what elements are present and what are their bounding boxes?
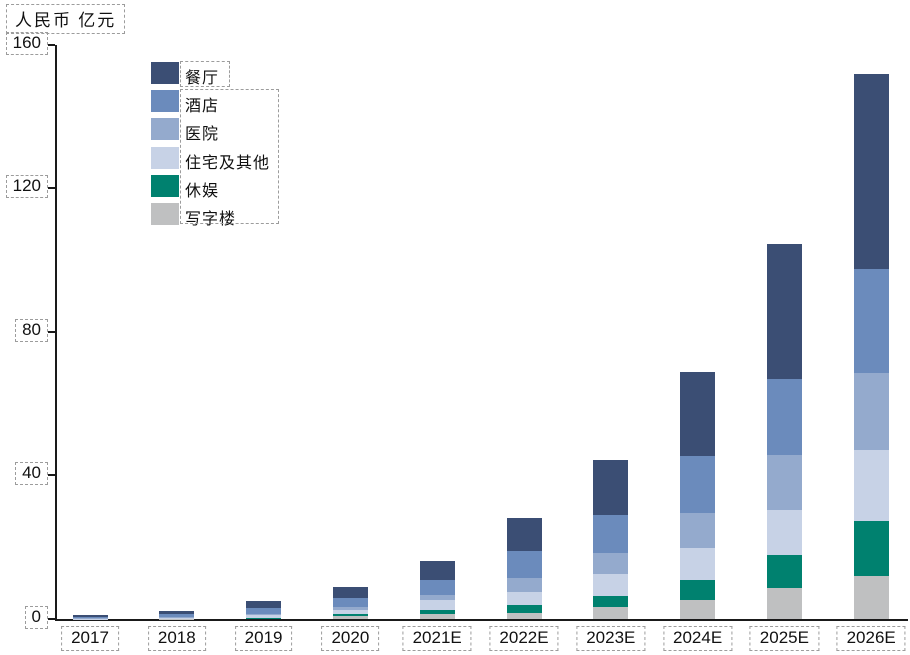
x-tick-label-2022E: 2022E [489, 626, 559, 651]
bar-segment-住宅及其他-2020 [332, 610, 368, 614]
legend-annotation-box-rest [180, 89, 279, 224]
y-axis-line [55, 45, 57, 621]
legend-label-酒店: 酒店 [185, 98, 220, 116]
bar-segment-酒店-2023E [593, 515, 629, 554]
bar-segment-住宅及其他-2024E [680, 548, 716, 581]
bar-segment-休娱-2021E [419, 610, 455, 614]
bar-segment-写字楼-2022E [506, 612, 542, 619]
bar-segment-医院-2026E [853, 373, 889, 450]
bar-segment-休娱-2019 [246, 617, 282, 619]
bar-segment-酒店-2024E [680, 456, 716, 514]
bar-segment-酒店-2022E [506, 551, 542, 579]
bar-segment-餐厅-2021E [419, 561, 455, 581]
x-tick-label-2023E: 2023E [576, 626, 646, 651]
bar-segment-休娱-2026E [853, 521, 889, 577]
y-tick-mark [48, 330, 55, 333]
bar-segment-酒店-2026E [853, 268, 889, 374]
bar-segment-餐厅-2017 [72, 615, 108, 618]
bar-segment-医院-2019 [246, 613, 282, 616]
bar-segment-写字楼-2020 [332, 616, 368, 619]
legend-swatch-休娱 [151, 174, 179, 197]
legend-label-休娱: 休娱 [185, 182, 220, 200]
bar-segment-酒店-2020 [332, 598, 368, 608]
bar-segment-住宅及其他-2018 [159, 617, 195, 619]
bar-segment-餐厅-2018 [159, 611, 195, 614]
x-tick-label-2019: 2019 [234, 626, 293, 651]
bar-segment-医院-2022E [506, 578, 542, 593]
y-tick-mark [48, 474, 55, 477]
bar-segment-休娱-2022E [506, 604, 542, 613]
bar-segment-医院-2020 [332, 607, 368, 610]
bar-segment-酒店-2025E [766, 378, 802, 456]
bar-segment-医院-2021E [419, 594, 455, 600]
bar-segment-住宅及其他-2026E [853, 449, 889, 522]
x-tick-label-2021E: 2021E [402, 626, 472, 651]
bar-segment-餐厅-2022E [506, 518, 542, 552]
bar-segment-酒店-2017 [72, 617, 108, 619]
bar-segment-酒店-2021E [419, 580, 455, 595]
bar-segment-餐厅-2019 [246, 601, 282, 608]
legend-swatch-医院 [151, 118, 179, 141]
bar-segment-休娱-2024E [680, 580, 716, 600]
legend-label-餐厅: 餐厅 [185, 70, 220, 87]
legend-swatch-餐厅 [151, 62, 179, 84]
bar-segment-医院-2023E [593, 553, 629, 575]
bar-segment-餐厅-2026E [853, 74, 889, 269]
y-tick-mark [48, 618, 55, 620]
x-tick-label-2026E: 2026E [836, 626, 906, 651]
bar-segment-医院-2024E [680, 513, 716, 549]
x-tick-label-2017: 2017 [61, 626, 119, 651]
legend-label-住宅及其他: 住宅及其他 [185, 154, 271, 172]
bar-segment-住宅及其他-2023E [593, 574, 629, 597]
legend-annotation-box-first [180, 61, 230, 87]
bar-segment-住宅及其他-2019 [246, 615, 282, 618]
bar-segment-住宅及其他-2021E [419, 599, 455, 611]
y-tick-label: 80 [15, 318, 48, 342]
y-tick-mark [48, 187, 55, 190]
y-tick-label: 160 [5, 31, 48, 55]
x-axis-line [55, 619, 908, 621]
bar-segment-住宅及其他-2022E [506, 592, 542, 605]
bar-segment-餐厅-2020 [332, 587, 368, 599]
bar-segment-写字楼-2024E [680, 599, 716, 619]
legend-swatch-酒店 [151, 90, 179, 113]
bar-segment-餐厅-2025E [766, 244, 802, 379]
bar-segment-休娱-2025E [766, 555, 802, 589]
bar-segment-休娱-2020 [332, 613, 368, 617]
bar-segment-写字楼-2025E [766, 588, 802, 619]
y-tick-mark [48, 43, 55, 46]
x-tick-label-2024E: 2024E [663, 626, 733, 651]
x-tick-label-2020: 2020 [321, 626, 380, 651]
bar-segment-餐厅-2024E [680, 371, 716, 457]
bar-segment-餐厅-2023E [593, 460, 629, 516]
bar-segment-酒店-2019 [246, 607, 282, 614]
bar-segment-写字楼-2023E [593, 607, 629, 619]
y-tick-label: 120 [5, 175, 48, 199]
bar-segment-写字楼-2021E [419, 613, 455, 619]
y-tick-label: 0 [24, 606, 48, 629]
legend-swatch-住宅及其他 [151, 146, 179, 169]
bar-segment-写字楼-2019 [246, 618, 282, 619]
bar-segment-酒店-2018 [159, 613, 195, 617]
x-tick-label-2025E: 2025E [749, 626, 819, 651]
legend-label-医院: 医院 [185, 126, 220, 144]
bar-segment-写字楼-2026E [853, 576, 889, 619]
y-axis-title: 人民币 亿元 [6, 4, 126, 34]
x-tick-label-2018: 2018 [147, 626, 206, 651]
bar-segment-医院-2025E [766, 455, 802, 511]
legend-swatch-写字楼 [151, 203, 179, 225]
y-tick-label: 40 [15, 462, 48, 486]
bar-segment-住宅及其他-2025E [766, 510, 802, 556]
bar-segment-医院-2018 [159, 616, 195, 618]
bar-segment-休娱-2023E [593, 596, 629, 608]
